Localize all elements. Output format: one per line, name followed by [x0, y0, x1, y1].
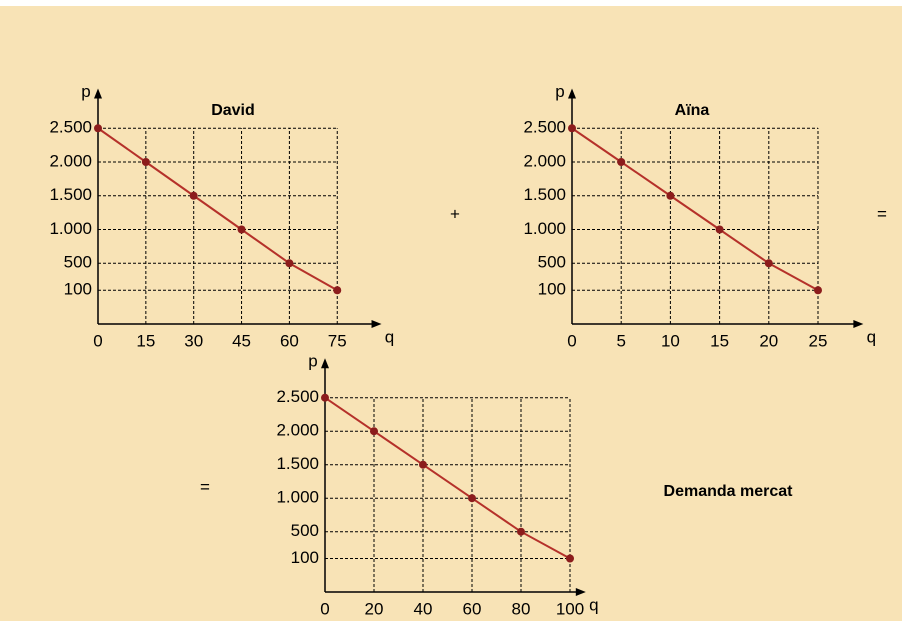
y-tick-label: 2.500 [523, 118, 566, 137]
x-tick-label: 45 [232, 331, 251, 350]
top-strip [0, 0, 902, 6]
data-line [97, 127, 338, 292]
x-axis-label: q [867, 327, 876, 346]
x-axis-arrow [371, 320, 382, 328]
data-point [566, 554, 574, 563]
chart-title: Demanda mercat [664, 483, 794, 500]
y-tick-label: 2.500 [276, 387, 319, 406]
data-point [370, 427, 378, 436]
data-point [568, 124, 576, 133]
y-axis-arrow [568, 88, 576, 99]
x-axis-label: q [385, 327, 394, 346]
x-tick-label: 25 [809, 331, 828, 350]
x-axis-label: q [589, 595, 598, 614]
x-axis-arrow [575, 588, 586, 596]
data-point [666, 191, 675, 200]
y-tick-label: 1.000 [276, 488, 319, 507]
data-point [189, 191, 198, 200]
y-tick-label: 2.500 [49, 118, 92, 137]
operator: = [200, 477, 210, 496]
x-tick-label: 0 [567, 331, 576, 350]
y-axis-arrow [321, 358, 329, 369]
data-line [571, 127, 819, 292]
y-tick-label: 100 [538, 280, 566, 299]
x-tick-label: 100 [556, 599, 584, 618]
x-tick-label: 30 [184, 331, 203, 350]
data-line [324, 396, 571, 560]
y-tick-label: 1.000 [49, 219, 92, 238]
y-axis-arrow [94, 88, 102, 99]
y-tick-label: 2.000 [49, 151, 92, 170]
x-tick-label: 15 [710, 331, 729, 350]
data-point [333, 286, 342, 295]
y-tick-label: 1.000 [523, 219, 566, 238]
x-tick-label: 0 [320, 599, 329, 618]
data-point [715, 225, 724, 234]
x-tick-label: 60 [280, 331, 299, 350]
y-tick-label: 100 [291, 548, 319, 567]
y-tick-label: 500 [538, 253, 566, 272]
data-point [468, 494, 476, 503]
y-tick-label: 100 [64, 280, 92, 299]
x-tick-label: 0 [93, 331, 102, 350]
data-point [764, 259, 773, 268]
x-tick-label: 60 [463, 599, 482, 618]
x-tick-label: 20 [759, 331, 778, 350]
x-tick-label: 5 [616, 331, 625, 350]
x-tick-label: 75 [328, 331, 347, 350]
y-tick-label: 500 [64, 253, 92, 272]
x-tick-label: 80 [512, 599, 531, 618]
data-point [94, 124, 102, 133]
y-tick-label: 500 [291, 521, 319, 540]
y-tick-label: 1.500 [523, 185, 566, 204]
operator: = [877, 204, 887, 223]
data-point [617, 158, 626, 166]
x-tick-label: 10 [661, 331, 680, 350]
y-tick-label: 2.000 [276, 421, 319, 440]
y-axis-label: p [81, 82, 90, 101]
y-tick-label: 1.500 [276, 454, 319, 473]
data-point [517, 527, 525, 536]
data-point [321, 393, 329, 402]
chart-title: Aïna [675, 102, 710, 119]
data-point [237, 225, 246, 234]
x-tick-label: 20 [365, 599, 384, 618]
x-axis-arrow [853, 320, 864, 328]
operator: + [450, 204, 460, 223]
data-point [814, 286, 822, 295]
chart-title: David [211, 102, 255, 119]
data-point [419, 460, 427, 469]
data-point [285, 259, 294, 268]
y-tick-label: 2.000 [523, 151, 566, 170]
y-axis-label: p [555, 82, 564, 101]
y-tick-label: 1.500 [49, 185, 92, 204]
x-tick-label: 15 [136, 331, 155, 350]
data-point [141, 158, 150, 166]
y-axis-label: p [308, 352, 317, 371]
x-tick-label: 40 [414, 599, 433, 618]
